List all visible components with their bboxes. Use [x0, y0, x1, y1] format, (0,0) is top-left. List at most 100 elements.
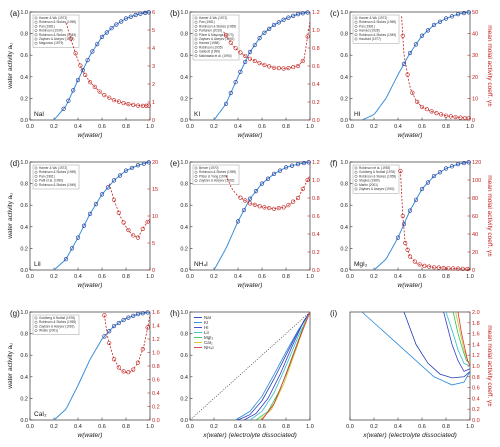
x-tick-label: 0.4 — [394, 424, 402, 430]
gamma-data-point — [281, 205, 286, 210]
legend-marker — [194, 24, 198, 28]
legend-marker — [194, 54, 198, 58]
legend-marker — [194, 41, 198, 45]
y-tick-label: 0.8 — [20, 32, 28, 38]
legend-marker — [34, 37, 38, 41]
legend-marker — [194, 16, 198, 20]
x-axis-label: w(water) — [398, 282, 423, 289]
x-tick-label: 0.8 — [442, 124, 450, 130]
y-tick-label: 0.4 — [340, 225, 348, 231]
aw-data-point — [66, 98, 71, 103]
x-tick-label: 0.0 — [26, 274, 34, 280]
aw-data-point — [407, 208, 413, 213]
series-line — [235, 311, 311, 421]
aw-data-point — [267, 26, 272, 31]
gamma-data-point — [405, 72, 410, 77]
x-tick-label: 0.0 — [346, 124, 354, 130]
legend-marker — [34, 324, 38, 328]
y-tick-label: 0.6 — [20, 53, 28, 59]
legend-entry: Robinson & Stokes (1959) — [359, 174, 396, 178]
gamma-data-point — [300, 58, 305, 64]
legend-marker — [354, 183, 358, 187]
aw-data-point — [466, 10, 471, 15]
legend-marker — [34, 320, 38, 324]
gamma-data-point — [111, 197, 117, 202]
panel-letter: (g) — [10, 309, 20, 318]
gamma-data-point — [424, 107, 429, 112]
aw-data-point — [119, 19, 124, 24]
series-line — [237, 311, 311, 421]
gamma-data-point — [111, 357, 117, 362]
salt-label: MgI₂ — [354, 261, 368, 268]
gamma-data-point — [415, 99, 420, 104]
aw-data-point — [61, 106, 66, 111]
x-tick-label: 0.8 — [282, 124, 290, 130]
gamma-data-point — [276, 205, 281, 211]
x-axis-label: w(water) — [78, 132, 103, 139]
gamma-data-point — [305, 34, 310, 39]
y-tick-label: 0.6 — [20, 203, 28, 209]
aw-data-point — [146, 160, 151, 165]
aw-data-point — [99, 192, 105, 197]
series-line — [261, 311, 311, 421]
legend-entry: Hamer & Wu (1972) — [199, 16, 227, 20]
y-tick-label: 0.0 — [20, 118, 28, 124]
legend: Hamer & Wu (1972)Robinson & Stokes (1959… — [352, 14, 400, 44]
panel-letter: (d) — [10, 159, 20, 168]
legend-marker — [194, 20, 198, 24]
y-tick-label: 1.0 — [20, 310, 28, 316]
aw-data-point — [123, 16, 129, 21]
gamma-data-point — [305, 177, 310, 183]
gamma-data-point — [121, 100, 126, 106]
x-tick-label: 0.8 — [442, 424, 450, 430]
y2-tick-label: 80 — [472, 196, 478, 202]
gamma-data-point — [422, 263, 427, 268]
aw-data-point — [401, 222, 407, 227]
legend-entry: KI — [204, 320, 208, 325]
gamma-data-point — [68, 36, 73, 41]
panel-e: 0.0 0.2 0.4 0.6 0.8 1.0 w(water) 0.0 0.2 0.4 0.6 0.… — [170, 159, 320, 289]
aw-model-line — [361, 11, 471, 121]
y2-tick-label: 1.0 — [152, 351, 160, 357]
legend-entry: Robinson & Stokes (1959) — [359, 20, 396, 24]
legend-entry: Bercer (1970) — [199, 166, 219, 170]
legend-entry: Galleott (1999) — [199, 50, 220, 54]
gamma-data-point — [252, 202, 257, 207]
aw-data-point — [437, 19, 443, 24]
y-tick-label: 0.2 — [180, 96, 188, 102]
y-tick-label: 0.2 — [180, 396, 188, 402]
x-tick-label: 0.8 — [122, 124, 130, 130]
y2-tick-label: 1.8 — [472, 321, 480, 327]
legend-entry: HI — [204, 325, 209, 330]
series-line — [249, 311, 311, 421]
gamma-data-point — [398, 168, 403, 174]
gamma-data-point — [458, 115, 463, 120]
aw-data-point — [75, 235, 81, 240]
y2-axis-label: mean molal activity coeff. γ± — [486, 25, 493, 107]
aw-data-point — [259, 181, 265, 186]
aw-data-point — [247, 49, 253, 55]
y2-tick-label: 0.0 — [152, 418, 160, 424]
aw-data-point — [141, 161, 147, 166]
panel-i: 0.0 0.2 0.4 0.6 0.8 1.0 x(water) (electrolyte … — [330, 309, 493, 439]
x-tick-label: 0.4 — [394, 124, 402, 130]
series-line — [361, 311, 471, 386]
legend-entry: Pan (1981) — [39, 174, 55, 178]
gamma-data-point — [295, 195, 301, 201]
y-tick-label: 0.6 — [20, 353, 28, 359]
gamma-data-point — [78, 63, 83, 68]
x-tick-label: 0.8 — [282, 424, 290, 430]
gamma-data-point — [145, 325, 150, 330]
y2-tick-label: 0.6 — [472, 386, 480, 392]
y-tick-label: 1.0 — [340, 160, 348, 166]
gamma-data-point — [247, 201, 253, 206]
aw-data-point — [300, 11, 305, 16]
y-tick-label: 0.8 — [20, 332, 28, 338]
salt-label: NH₄I — [194, 261, 208, 268]
x-tick-label: 0.0 — [186, 424, 194, 430]
x-axis-label: w(water) — [78, 432, 103, 439]
gamma-data-point — [460, 266, 465, 271]
x-tick-label: 0.0 — [26, 424, 34, 430]
aw-data-point — [257, 36, 262, 41]
